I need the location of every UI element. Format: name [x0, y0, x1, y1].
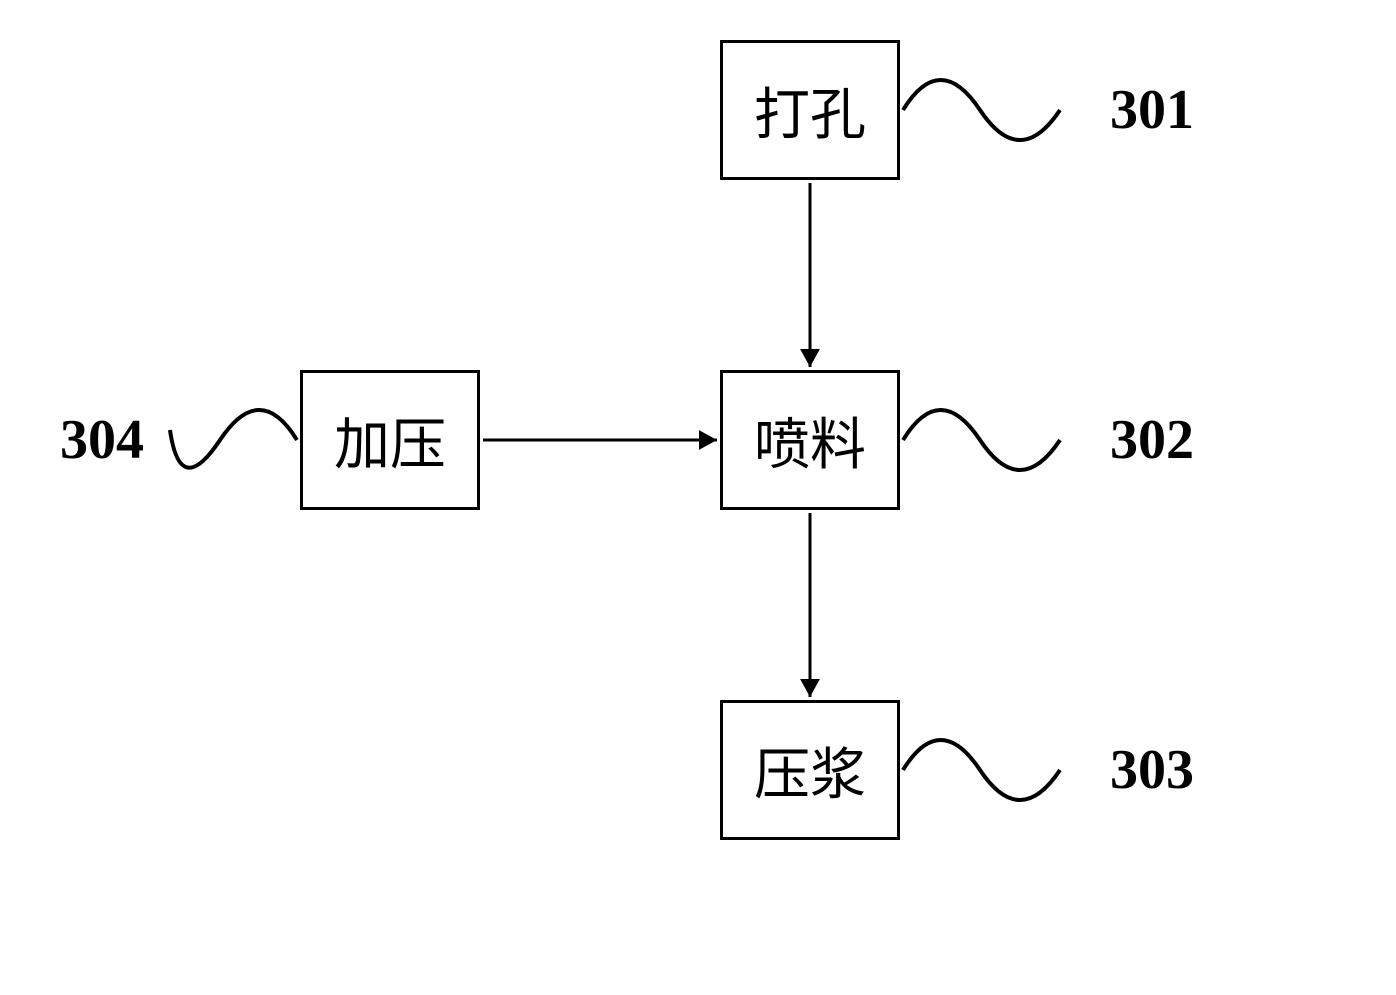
diagram-svg-overlay	[0, 0, 1396, 995]
node-drill: 打孔	[720, 40, 900, 180]
node-grout: 压浆	[720, 700, 900, 840]
node-pressurize-label: 加压	[334, 400, 446, 481]
flowchart-container: 打孔 喷料 压浆 加压 301 302 303 304	[0, 0, 1396, 995]
connector-conn-301	[903, 80, 1060, 140]
node-drill-label: 打孔	[754, 70, 866, 151]
connector-conn-302	[903, 410, 1060, 470]
node-spray: 喷料	[720, 370, 900, 510]
arrowhead-edge-301-302	[800, 349, 820, 367]
connector-conn-304	[170, 410, 297, 468]
arrowhead-edge-302-303	[800, 679, 820, 697]
connector-conn-303	[903, 740, 1060, 800]
ref-304: 304	[60, 408, 144, 472]
ref-303: 303	[1110, 738, 1194, 802]
node-grout-label: 压浆	[754, 730, 866, 811]
node-spray-label: 喷料	[754, 400, 866, 481]
node-pressurize: 加压	[300, 370, 480, 510]
arrowhead-edge-304-302	[699, 430, 717, 450]
ref-302: 302	[1110, 408, 1194, 472]
ref-301: 301	[1110, 78, 1194, 142]
